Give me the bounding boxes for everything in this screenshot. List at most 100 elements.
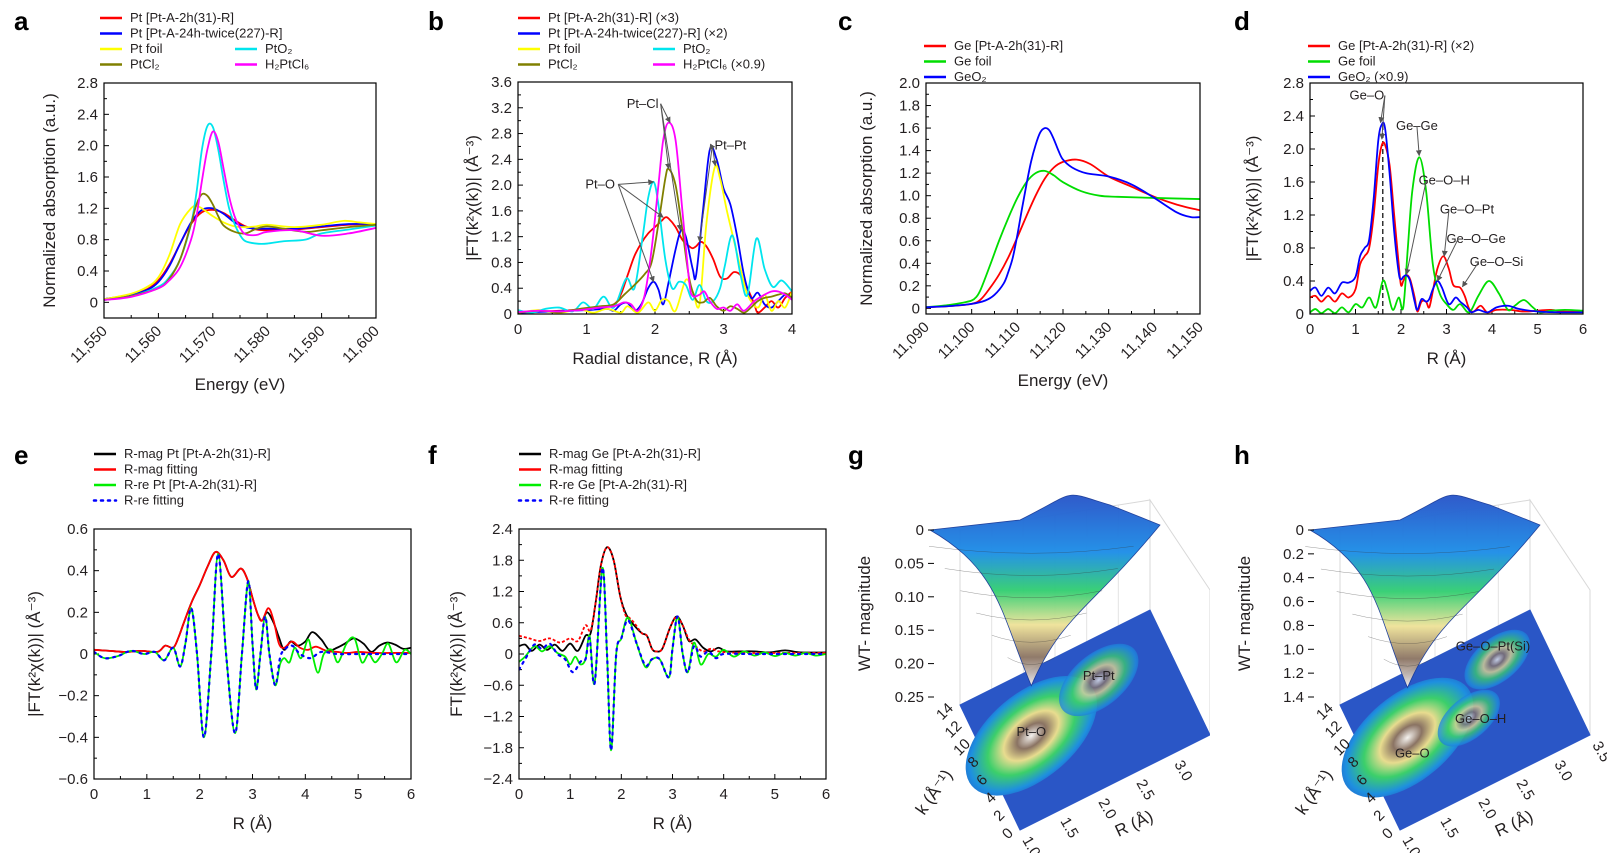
x-tick-label: 11,590 (285, 323, 329, 367)
legend-item: R-mag fitting (94, 462, 198, 477)
legend-item: PtO₂ (235, 41, 292, 56)
x-tick-label: 5 (1533, 321, 1541, 338)
legend-item: R-re Pt [Pt-A-2h(31)-R] (94, 477, 257, 492)
x-tick-label: 6 (822, 786, 830, 803)
x-tick-label: 3 (1442, 321, 1450, 338)
z-tick-label: 0.6 (1283, 594, 1304, 611)
annotation-label: Pt–Cl (627, 96, 659, 111)
z-tick-label: 0 (1296, 522, 1304, 539)
y-tick-label: −2.4 (483, 771, 513, 788)
legend-label: PtCl₂ (548, 57, 578, 72)
wt-annotations: Pt–O Pt–Pt (1017, 668, 1116, 739)
x-axis-label: R (Å) (1427, 349, 1467, 368)
z-tick-label: 1.0 (1283, 641, 1304, 658)
annotation-label: Pt–O (585, 176, 615, 191)
y-tick-label: 3.6 (491, 74, 512, 91)
wt-floor-peak-1 (1341, 677, 1474, 798)
r-tick-label: 1.0 (1399, 834, 1424, 853)
annotation-arrow (1436, 238, 1459, 282)
legend-item: PtCl₂ (100, 57, 160, 72)
series-group (94, 550, 411, 739)
legend-label: Pt [Pt-A-2h(31)-R] (×3) (548, 10, 679, 25)
series-line-2 (104, 207, 376, 301)
y-tick-label: 1.4 (899, 143, 920, 160)
z-tick-label: 1.2 (1283, 665, 1304, 682)
x-tick-label: 6 (1579, 321, 1587, 338)
plot-frame (517, 81, 793, 315)
y-tick-label: 0.4 (491, 280, 512, 297)
panel-letter-b: b (428, 6, 444, 36)
z-tick-label: 0.8 (1283, 617, 1304, 634)
wt-contour-line (1368, 636, 1448, 644)
z-tick-label: 0.2 (1283, 546, 1304, 563)
wt-floor (1339, 609, 1591, 831)
x-tick-label: 11,580 (230, 323, 274, 367)
axis-ticks: 00.20.40.60.81.01.21.41.61.82.011,090 11,… (889, 75, 1207, 362)
y-tick-label: 2.0 (491, 177, 512, 194)
legend: R-mag Ge [Pt-A-2h(31)-R]R-mag fittingR-r… (517, 446, 701, 508)
x-tick-label: 0 (515, 786, 523, 803)
y-tick-label: −0.2 (58, 688, 88, 705)
y-tick-label: 1.2 (492, 584, 513, 601)
y-axis-label: |FT(k²χ(k))| (Å⁻³) (463, 135, 482, 261)
x-tick-label: 11,570 (176, 323, 220, 367)
plot-frame (925, 82, 1201, 315)
x-tick-label: 5 (354, 786, 362, 803)
series-line-4 (94, 552, 411, 739)
annotations: Ge–O Ge–Ge Ge–O–H Ge–O–Pt Ge–O–Ge Ge–O–Si (1350, 88, 1523, 288)
x-tick-label: 0 (514, 321, 522, 338)
panel-letter-d: d (1234, 6, 1250, 36)
series-line-2 (1310, 156, 1583, 314)
x-tick-label: 1 (566, 786, 574, 803)
chart-e-fit-pt: −0.6 −0.4 −0.2 0 0.2 0.4 0.6 0 1 2 3 4 5 6 R (Å) |FT(k²… (25, 446, 415, 833)
axis-ticks: 0 0.4 0.8 1.2 1.6 2.0 2.4 2.8 3.2 3.6 0 1 2 3 4 (491, 74, 796, 338)
z-tick-label: 0 (916, 522, 924, 539)
wt-annotations: Ge–O Ge–O–H Ge–O–Pt(Si) (1395, 639, 1530, 761)
k-axis-label: k (Å⁻¹) (1292, 766, 1337, 818)
x-axis-label: R (Å) (233, 814, 273, 833)
y-tick-label: 0.4 (899, 255, 920, 272)
series-line-3 (104, 205, 376, 301)
y-tick-label: 0 (505, 646, 513, 663)
k-tick-label: 0 (999, 825, 1017, 843)
panel-letter-f: f (428, 440, 437, 470)
x-tick-label: 1 (582, 321, 590, 338)
y-tick-label: 2.8 (77, 75, 98, 92)
y-tick-label: 0.4 (67, 563, 88, 580)
legend-item: GeO₂ (924, 69, 987, 84)
wt-contour-line (1336, 591, 1479, 599)
y-tick-label: 0.6 (67, 521, 88, 538)
y-tick-label: 0 (90, 294, 98, 311)
z-tick-label: 0.10 (895, 589, 924, 606)
wt-surface (1305, 494, 1541, 689)
annotation-label: Ge–Ge (1396, 118, 1438, 133)
series-group (1310, 121, 1583, 314)
y-tick-label: 0.2 (899, 278, 920, 295)
y-axis-label: |FT(k²χ(k))| (Å⁻³) (1243, 136, 1262, 262)
r-tick-label: 1.5 (1437, 815, 1462, 842)
series-line-3 (1310, 121, 1583, 314)
y-tick-label: 0.8 (1283, 240, 1304, 257)
annotation-arrow (617, 184, 655, 283)
x-tick-label: 4 (301, 786, 309, 803)
y-axis-label: Normalized absorption (a.u.) (40, 93, 59, 307)
series-group (519, 546, 826, 752)
series-line-6 (104, 130, 376, 301)
k-axis-label: k (Å⁻¹) (912, 766, 957, 818)
x-tick-label: 4 (788, 321, 796, 338)
y-tick-label: 2.4 (1283, 108, 1304, 125)
legend-item: Pt [Pt-A-2h(31)-R] (100, 10, 234, 25)
wt-contour-line (1305, 546, 1510, 554)
z-axis-label: WT- magnitude (1235, 556, 1254, 671)
legend-item: PtO₂ (653, 41, 710, 56)
r-tick-label: 2.5 (1133, 777, 1158, 804)
x-tick-label: 11,110 (981, 319, 1024, 362)
annotation-arrow (618, 179, 655, 186)
r-tick-label: 3.5 (1589, 739, 1607, 766)
x-tick-label: 2 (651, 321, 659, 338)
y-tick-label: 0.6 (492, 615, 513, 632)
legend-item: Ge [Pt-A-2h(31)-R] (×2) (1308, 38, 1474, 53)
wt-contour-line (991, 635, 1071, 643)
